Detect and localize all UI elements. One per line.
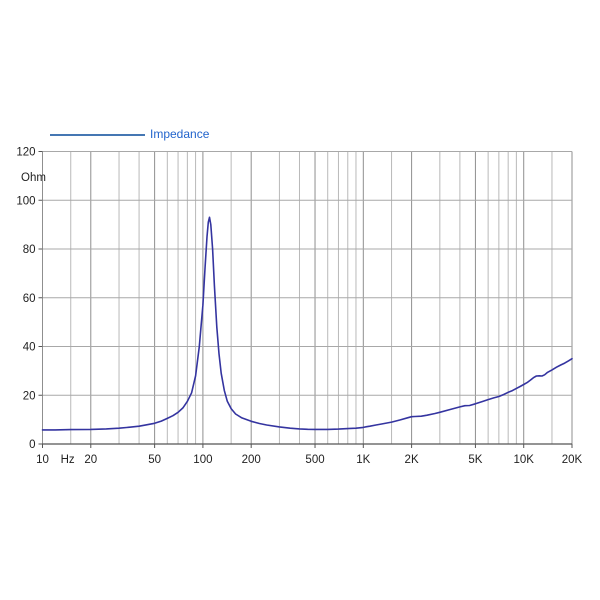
x-tick-label: 100 <box>193 454 212 466</box>
y-tick-label: 40 <box>23 342 36 354</box>
y-gridlines <box>38 151 572 445</box>
y-axis-unit-label: Ohm <box>21 172 46 184</box>
x-tick-label: 1K <box>356 454 370 466</box>
x-axis-unit-label: Hz <box>61 454 75 466</box>
x-tick-label: 2K <box>405 454 419 466</box>
x-tick-label: 5K <box>468 454 482 466</box>
y-tick-label: 60 <box>23 293 36 305</box>
y-tick-label: 20 <box>23 390 36 402</box>
x-axis-labels: 10 20 50 100 200 500 1K 2K 5K 10K 20K Hz <box>36 444 583 466</box>
y-tick-label: 80 <box>23 244 36 256</box>
x-tick-label: 200 <box>242 454 261 466</box>
y-tick-label: 100 <box>16 195 35 207</box>
x-tick-label: 10K <box>513 454 534 466</box>
x-tick-label: 20 <box>84 454 97 466</box>
x-tick-label: 500 <box>305 454 324 466</box>
legend-label: Impedance <box>150 127 210 141</box>
impedance-curve <box>41 216 573 431</box>
x-tick-label: 20K <box>562 454 583 466</box>
y-tick-label: 0 <box>29 439 35 451</box>
legend-line-swatch <box>50 133 145 136</box>
y-axis-labels: 0 20 40 60 80 100 120 Ohm <box>16 147 46 452</box>
x-tick-label: 10 <box>36 454 49 466</box>
y-tick-label: 120 <box>16 147 35 159</box>
chart-legend: Impedance <box>50 126 209 142</box>
x-tick-label: 50 <box>148 454 161 466</box>
